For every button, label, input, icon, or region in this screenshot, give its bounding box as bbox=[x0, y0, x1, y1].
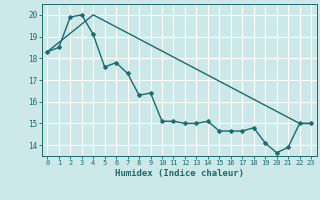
X-axis label: Humidex (Indice chaleur): Humidex (Indice chaleur) bbox=[115, 169, 244, 178]
